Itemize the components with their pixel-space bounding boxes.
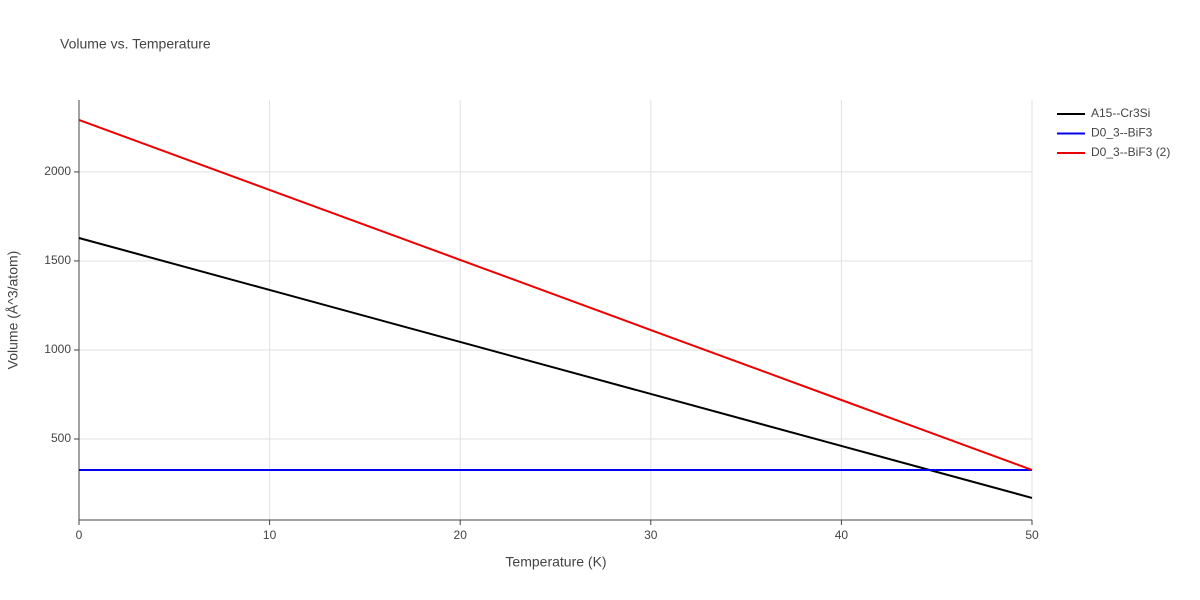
chart-title: Volume vs. Temperature bbox=[60, 36, 211, 52]
legend-item[interactable]: A15--Cr3Si bbox=[1057, 106, 1150, 120]
legend-label: D0_3--BiF3 (2) bbox=[1091, 145, 1170, 159]
series-line bbox=[78, 119, 1033, 471]
legend-label: D0_3--BiF3 bbox=[1091, 126, 1153, 140]
x-tick-label: 40 bbox=[835, 528, 849, 542]
x-tick-label: 10 bbox=[263, 528, 277, 542]
legend-item[interactable]: D0_3--BiF3 bbox=[1057, 126, 1153, 140]
x-tick-label: 0 bbox=[76, 528, 83, 542]
series-line bbox=[78, 237, 1033, 499]
y-axis-label: Volume (Å^3/atom) bbox=[5, 251, 21, 370]
x-axis-label: Temperature (K) bbox=[505, 554, 606, 570]
y-tick-label: 1500 bbox=[44, 253, 71, 267]
legend-label: A15--Cr3Si bbox=[1091, 106, 1150, 120]
x-tick-label: 50 bbox=[1025, 528, 1039, 542]
x-tick-label: 20 bbox=[454, 528, 468, 542]
y-tick-label: 500 bbox=[51, 431, 71, 445]
y-tick-label: 1000 bbox=[44, 342, 71, 356]
legend-item[interactable]: D0_3--BiF3 (2) bbox=[1057, 145, 1170, 159]
x-tick-label: 30 bbox=[644, 528, 658, 542]
y-tick-label: 2000 bbox=[44, 164, 71, 178]
